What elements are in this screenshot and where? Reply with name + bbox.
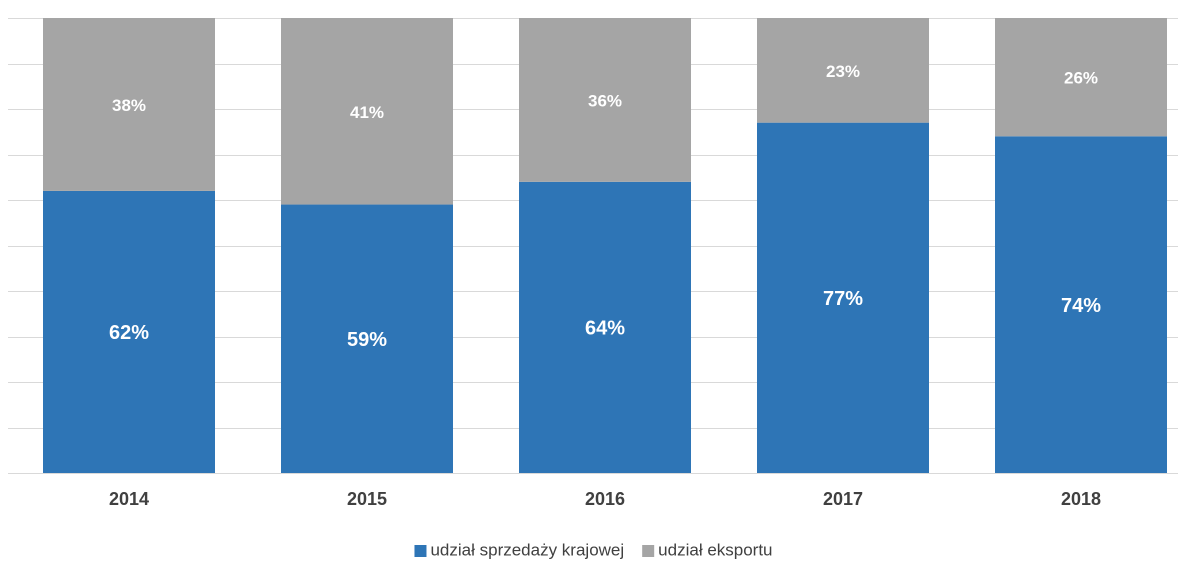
x-tick-label: 2016 [585,489,625,509]
bar-segment [757,18,929,123]
data-label: 77% [823,288,863,310]
data-label: 62% [109,322,149,344]
bar-segment [43,190,215,473]
x-tick-label: 2015 [347,489,387,509]
x-tick-label: 2018 [1061,489,1101,509]
data-label: 41% [350,103,384,122]
bar-segment [281,18,453,205]
legend-label: udział sprzedaży krajowej [430,540,624,559]
legend-label: udział eksportu [658,540,772,559]
bar-segment [281,204,453,474]
data-label: 23% [826,62,860,81]
bar-segment [995,136,1167,474]
bar-segment [43,18,215,191]
bar-segment [519,18,691,182]
legend-swatch [642,545,655,557]
data-label: 64% [585,318,625,340]
data-label: 59% [347,329,387,351]
bar-segment [757,122,929,474]
x-tick-label: 2014 [109,489,149,509]
data-label: 26% [1064,69,1098,88]
data-label: 38% [112,96,146,115]
data-label: 36% [588,91,622,110]
data-label: 74% [1061,295,1101,317]
legend-swatch [414,545,427,557]
bar-segment [519,181,691,474]
x-tick-label: 2017 [823,489,863,509]
bar-segment [995,18,1167,137]
